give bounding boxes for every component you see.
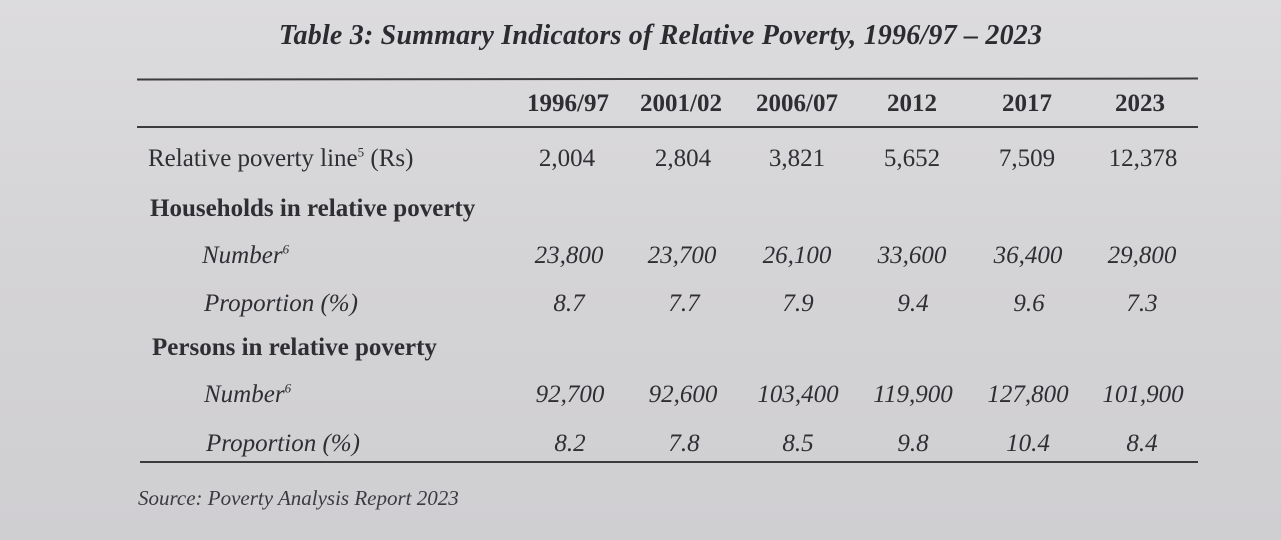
- column-header: 2012: [887, 90, 937, 117]
- source-note: Source: Poverty Analysis Report 2023: [138, 486, 459, 510]
- table-cell: 3,821: [768, 145, 826, 172]
- table-cell: 7.7: [668, 290, 700, 317]
- table-cell: 10.4: [1006, 430, 1050, 457]
- table-cell: 7.3: [1126, 290, 1158, 317]
- table-cell: 9.4: [897, 290, 929, 317]
- table-cell: 7.8: [668, 430, 700, 457]
- row-label-persons-proportion: Proportion (%): [206, 430, 360, 457]
- header-rule: [137, 126, 1198, 128]
- table-cell: 103,400: [757, 381, 839, 408]
- table-cell: 2,804: [654, 145, 712, 172]
- column-header: 2023: [1115, 90, 1165, 117]
- table-cell: 7,509: [998, 145, 1056, 172]
- table-cell: 92,600: [648, 381, 718, 408]
- table-cell: 9.8: [897, 430, 929, 457]
- table-top-rule: [136, 77, 1199, 81]
- table-cell: 8.4: [1126, 430, 1158, 457]
- row-label-households-proportion: Proportion (%): [204, 290, 358, 317]
- row-label-households-number: Number6: [202, 241, 290, 269]
- table-cell: 36,400: [993, 242, 1063, 269]
- column-header: 1996/97: [527, 90, 609, 117]
- table-bottom-rule: [140, 461, 1198, 463]
- table-cell: 8.5: [782, 430, 814, 457]
- table-cell: 8.7: [553, 290, 585, 317]
- row-label-persons-number: Number6: [204, 380, 292, 408]
- table-cell: 23,800: [534, 242, 604, 269]
- table-cell: 2,004: [538, 145, 596, 172]
- table-cell: 8.2: [554, 430, 586, 457]
- table-cell: 29,800: [1107, 242, 1177, 269]
- column-header: 2006/07: [756, 90, 838, 117]
- table-cell: 9.6: [1013, 290, 1045, 317]
- section-heading-households: Households in relative poverty: [150, 195, 476, 222]
- table-cell: 33,600: [877, 242, 947, 269]
- row-label-poverty-line: Relative poverty line5 (Rs): [148, 144, 414, 172]
- table-cell: 12,378: [1108, 145, 1178, 172]
- table-title: Table 3: Summary Indicators of Relative …: [278, 20, 1043, 51]
- table-cell: 23,700: [647, 242, 717, 269]
- table-cell: 5,652: [883, 145, 941, 172]
- table-cell: 92,700: [535, 381, 605, 408]
- table-cell: 7.9: [782, 290, 814, 317]
- section-heading-persons: Persons in relative poverty: [152, 334, 437, 361]
- table-cell: 26,100: [762, 242, 832, 269]
- table-cell: 101,900: [1102, 381, 1184, 408]
- table-cell: 127,800: [987, 381, 1069, 408]
- table-cell: 119,900: [873, 381, 953, 408]
- column-header: 2017: [1002, 90, 1052, 117]
- column-header: 2001/02: [640, 90, 722, 117]
